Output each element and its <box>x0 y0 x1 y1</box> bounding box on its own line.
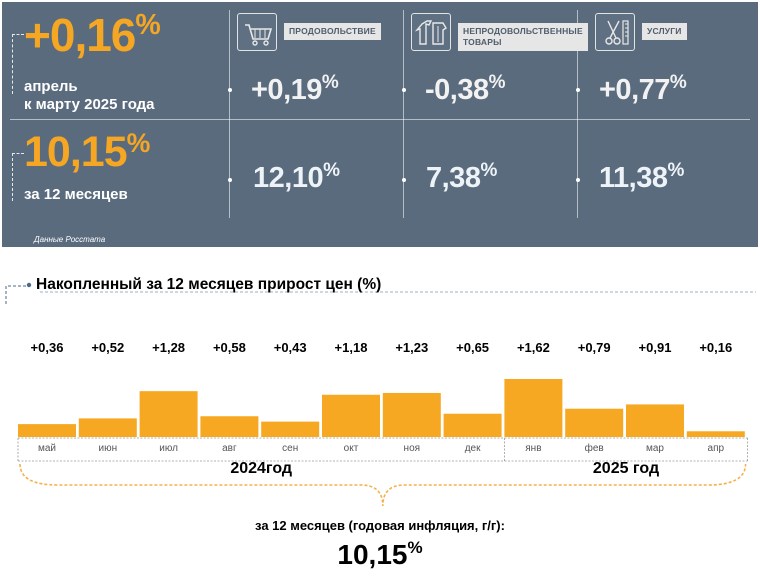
bar-0 <box>18 424 76 437</box>
bar-3 <box>200 416 259 437</box>
bracket-decoration <box>12 34 24 94</box>
value-label: +0,16 <box>699 340 732 355</box>
chart-title: Накопленный за 12 месяцев прирост цен (%… <box>36 276 382 293</box>
nonfood-monthly-value: -0,38% <box>425 72 506 106</box>
tick-label: дек <box>465 443 481 454</box>
data-source-note: Данные Росстата <box>34 235 106 244</box>
bar-2 <box>139 391 198 437</box>
row-divider <box>10 119 750 120</box>
divider-dot <box>228 178 232 182</box>
divider-dot <box>402 178 406 182</box>
divider-dot <box>228 88 232 92</box>
value-label: +1,23 <box>395 340 428 355</box>
bar-10 <box>626 404 684 437</box>
bar-5 <box>322 394 380 437</box>
value-label: +1,18 <box>335 340 368 355</box>
tick-label: янв <box>525 443 541 454</box>
monthly-headline-caption: апрель к марту 2025 года <box>24 78 155 113</box>
bar-1 <box>78 418 137 437</box>
bar-9 <box>565 408 624 437</box>
bar-6 <box>382 392 441 437</box>
divider-dot <box>402 88 406 92</box>
value-label: +1,62 <box>517 340 550 355</box>
value-label: +0,36 <box>31 340 64 355</box>
tick-label: июл <box>159 443 178 454</box>
category-label-services: УСЛУГИ <box>642 23 687 40</box>
value-label: +1,28 <box>152 340 185 355</box>
year-label: 2025 год <box>593 460 659 477</box>
bar-4 <box>261 421 320 437</box>
nonfood-annual-value: 7,38% <box>426 160 497 194</box>
value-label: +0,79 <box>578 340 611 355</box>
divider-dot <box>576 88 580 92</box>
divider-dot <box>576 178 580 182</box>
annual-headline-value: 10,15% <box>24 127 150 176</box>
category-label-food: ПРОДОВОЛЬСТВИЕ <box>284 23 381 40</box>
annual-inflation-value: 10,15% <box>337 538 423 570</box>
food-annual-value: 12,10% <box>253 160 340 194</box>
value-label: +0,91 <box>639 340 672 355</box>
food-monthly-value: +0,19% <box>251 72 339 106</box>
tick-label: ноя <box>404 443 421 454</box>
title-connector <box>5 282 756 304</box>
cumulative-price-growth-chart: +0,36 май +0,52 июн +1,28 июл +0,58 авг +0,43 сен… <box>17 340 748 507</box>
inflation-summary-panel: +0,16% апрель к марту 2025 года 10,15% з… <box>2 2 758 247</box>
bracket-decoration <box>12 153 24 201</box>
tick-label: сен <box>282 443 298 454</box>
bar-7 <box>443 413 502 437</box>
bar-8 <box>504 379 563 437</box>
tick-label: мар <box>646 443 664 454</box>
services-monthly-value: +0,77% <box>599 72 687 106</box>
bar-11 <box>686 431 745 437</box>
tick-label: апр <box>708 443 725 454</box>
value-label: +0,52 <box>91 340 124 355</box>
scissors-comb-icon <box>595 13 635 51</box>
annual-inflation-caption: за 12 месяцев (годовая инфляция, г/г): <box>255 518 505 533</box>
value-label: +0,58 <box>213 340 246 355</box>
column-divider <box>403 10 404 218</box>
shopping-cart-icon <box>237 13 277 51</box>
value-label: +0,43 <box>274 340 307 355</box>
services-annual-value: 11,38% <box>599 160 684 194</box>
category-label-nonfood: НЕПРОДОВОЛЬСТВЕННЫЕ ТОВАРЫ <box>458 23 588 51</box>
year-label: 2024год <box>230 460 292 477</box>
value-label: +0,65 <box>456 340 489 355</box>
monthly-headline-value: +0,16% <box>24 8 161 61</box>
tick-label: май <box>38 443 56 454</box>
tick-label: авг <box>222 443 237 454</box>
clothes-icon <box>411 13 451 51</box>
tick-label: окт <box>344 443 359 454</box>
column-divider <box>229 10 230 218</box>
tick-label: июн <box>98 443 117 454</box>
brace-decoration <box>19 463 747 507</box>
annual-headline-caption: за 12 месяцев <box>24 186 128 203</box>
column-divider <box>577 10 578 218</box>
tick-label: фев <box>585 442 604 454</box>
